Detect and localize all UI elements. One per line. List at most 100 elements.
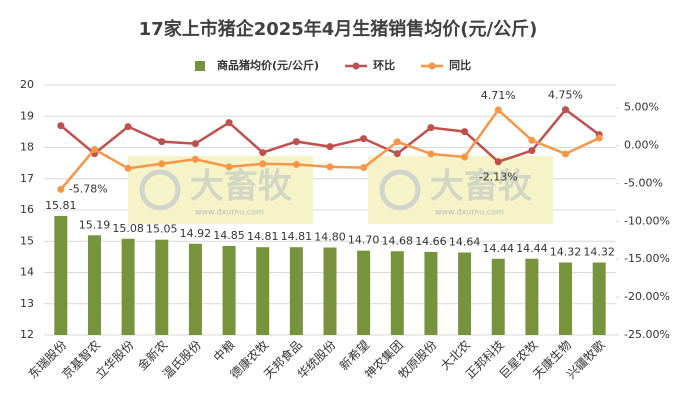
bar	[592, 262, 606, 335]
bar-value-label: 14.81	[281, 230, 313, 243]
line-marker	[595, 134, 603, 142]
line-marker	[124, 164, 132, 172]
bar	[357, 250, 371, 335]
bar	[121, 238, 135, 335]
line-marker	[360, 164, 368, 172]
line-marker	[528, 136, 536, 144]
bar	[323, 247, 337, 335]
bar-value-label: 14.32	[550, 246, 582, 259]
bar-value-label: 15.05	[146, 223, 178, 236]
line-marker	[259, 149, 267, 157]
line-marker	[562, 106, 570, 114]
y2-tick-label: 5.00%	[624, 101, 659, 114]
watermark-text: 大畜牧	[190, 167, 293, 207]
line-marker	[57, 185, 65, 193]
watermark-icon	[379, 169, 421, 211]
bar	[256, 247, 270, 335]
bar-value-label: 14.32	[583, 246, 615, 259]
line-marker	[427, 124, 435, 132]
y-tick-label: 16	[20, 203, 34, 216]
line-marker	[259, 160, 267, 168]
bar	[390, 251, 404, 335]
line-marker	[393, 150, 401, 158]
chart-title: 17家上市猪企2025年4月生猪销售均价(元/公斤)	[139, 18, 538, 40]
bar-value-label: 14.81	[247, 230, 279, 243]
line-marker	[225, 163, 233, 171]
y-tick-label: 12	[20, 328, 34, 341]
watermark-text: 大畜牧	[430, 167, 533, 207]
line-marker	[57, 122, 65, 130]
bar	[188, 243, 202, 335]
line-value-label: 4.71%	[481, 89, 516, 102]
line-marker	[90, 145, 98, 153]
bar-value-label: 15.19	[79, 218, 111, 231]
bar	[289, 247, 303, 335]
bar	[491, 258, 505, 335]
line-marker	[158, 138, 166, 146]
bar-value-label: 14.44	[482, 242, 514, 255]
y-tick-label: 13	[20, 297, 34, 310]
watermark-icon	[139, 169, 181, 211]
line-marker	[292, 138, 300, 146]
line-marker	[562, 150, 570, 158]
line-value-label: -2.13%	[479, 171, 518, 184]
line-value-label: -5.78%	[69, 182, 108, 195]
line-marker	[191, 155, 199, 163]
bar-value-label: 14.92	[180, 227, 212, 240]
bar-value-label: 14.70	[348, 234, 380, 247]
line-marker	[494, 158, 502, 166]
legend-marker	[352, 62, 360, 70]
bar	[559, 262, 573, 335]
bar	[424, 251, 438, 335]
line-marker	[427, 150, 435, 158]
line-marker	[461, 128, 469, 136]
line-marker	[360, 135, 368, 143]
line-marker	[326, 163, 334, 171]
line-marker	[158, 160, 166, 168]
bar-value-label: 14.85	[213, 229, 245, 242]
watermark-url: www.dxumu.com	[195, 208, 264, 217]
legend: 商品猪均价(元/公斤) 环比 同比	[195, 58, 471, 72]
legend-marker	[428, 62, 436, 70]
y2-tick-label: -5.00%	[624, 176, 663, 189]
watermark: 大畜牧 www.dxumu.com 大畜牧 www.dxumu.com	[128, 156, 553, 224]
bar	[525, 258, 539, 335]
watermark-box	[368, 156, 553, 224]
bar	[458, 252, 472, 335]
bar-value-label: 14.64	[449, 236, 481, 249]
watermark-box	[128, 156, 313, 224]
bar-value-label: 15.08	[112, 222, 144, 235]
y-tick-label: 20	[20, 78, 34, 91]
legend-label: 环比	[373, 58, 395, 72]
bar-value-label: 15.81	[45, 199, 77, 212]
line-marker	[494, 106, 502, 114]
line-marker	[461, 153, 469, 161]
y2-tick-label: -15.00%	[624, 252, 670, 265]
bar-value-label: 14.68	[382, 234, 414, 247]
bar-value-label: 14.80	[314, 231, 346, 244]
line-marker	[124, 123, 132, 131]
y-tick-label: 14	[20, 266, 34, 279]
line-marker	[528, 147, 536, 155]
line-marker	[225, 119, 233, 127]
y-tick-label: 15	[20, 234, 34, 247]
bar-value-label: 14.66	[415, 235, 447, 248]
bar	[155, 239, 169, 335]
y-tick-label: 18	[20, 141, 34, 154]
legend-label: 商品猪均价(元/公斤)	[217, 58, 319, 72]
watermark-url: www.dxumu.com	[435, 208, 504, 217]
line-marker	[326, 143, 334, 151]
line-marker	[393, 138, 401, 146]
y2-tick-label: -10.00%	[624, 214, 670, 227]
line-marker	[191, 140, 199, 148]
line-value-label: 4.75%	[548, 89, 583, 102]
y2-tick-label: -20.00%	[624, 290, 670, 303]
legend-swatch	[195, 61, 205, 71]
y2-tick-label: -25.00%	[624, 328, 670, 341]
legend-label: 同比	[449, 58, 471, 72]
bar-value-label: 14.44	[516, 242, 548, 255]
line-marker	[292, 161, 300, 169]
bar	[54, 215, 68, 335]
